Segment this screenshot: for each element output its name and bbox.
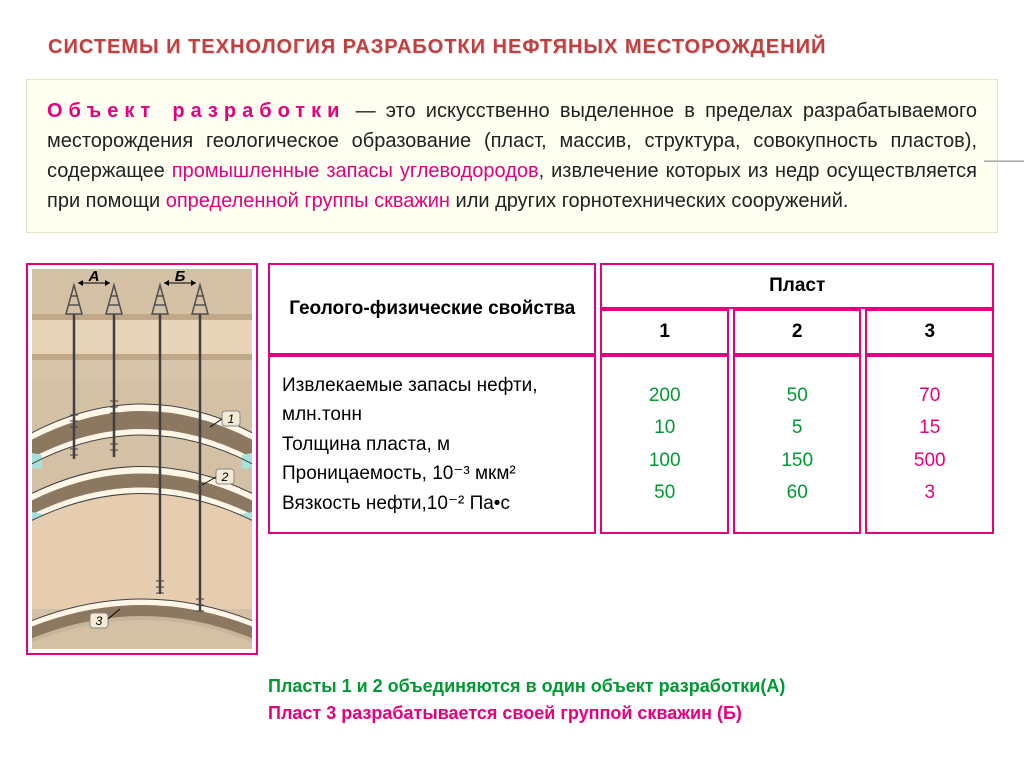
geology-diagram: А Б 1 2 3: [32, 269, 252, 649]
definition-highlight-1: промышленные запасы углеводородов: [172, 160, 539, 182]
prop-line-2: Толщина пласта, м: [282, 430, 582, 459]
footnote-line-2: Пласт 3 разрабатывается своей группой ск…: [268, 700, 1024, 727]
page-title: СИСТЕМЫ И ТЕХНОЛОГИЯ РАЗРАБОТКИ НЕФТЯНЫХ…: [0, 0, 1024, 71]
content-row: А Б 1 2 3 Геолого-физические свойс: [26, 263, 998, 655]
prop-line-4: Вязкость нефти,10⁻² Па•с: [282, 489, 582, 518]
stratum-label-3: 3: [96, 614, 103, 628]
decorative-line: [984, 160, 1024, 162]
table-values-col1: 200 10 100 50: [600, 355, 729, 534]
properties-table: Геолого-физические свойства Пласт 1 2 3 …: [264, 263, 998, 534]
table-values-col3: 70 15 500 3: [865, 355, 994, 534]
definition-highlight-2: определенной группы скважин: [166, 190, 450, 212]
footnote-line-1: Пласты 1 и 2 объединяются в один объект …: [268, 673, 1024, 700]
table-col-2: 2: [733, 309, 862, 355]
geology-diagram-frame: А Б 1 2 3: [26, 263, 258, 655]
footnotes: Пласты 1 и 2 объединяются в один объект …: [268, 673, 1024, 727]
table-col-3: 3: [865, 309, 994, 355]
table-property-list: Извлекаемые запасы нефти, млн.тонн Толщи…: [268, 355, 596, 534]
table-header-properties: Геолого-физические свойства: [268, 263, 596, 355]
prop-line-3: Проницаемость, 10⁻³ мкм²: [282, 459, 582, 488]
table-col-1: 1: [600, 309, 729, 355]
definition-term: Объект разработки: [47, 100, 345, 122]
table-header-layer: Пласт: [600, 263, 994, 309]
definition-text-3: или других горнотехнических сооружений.: [450, 190, 848, 212]
stratum-label-1: 1: [228, 412, 235, 426]
stratum-label-2: 2: [221, 470, 229, 484]
table-values-col2: 50 5 150 60: [733, 355, 862, 534]
prop-line-1: Извлекаемые запасы нефти, млн.тонн: [282, 371, 582, 430]
definition-box: Объект разработки — это искусственно выд…: [26, 79, 998, 233]
